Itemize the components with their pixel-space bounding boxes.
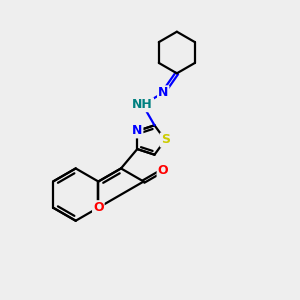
Text: O: O (93, 201, 104, 214)
Text: NH: NH (132, 98, 153, 111)
Text: O: O (158, 164, 168, 177)
Text: N: N (132, 124, 142, 137)
Text: S: S (161, 134, 170, 146)
Text: N: N (158, 86, 168, 99)
